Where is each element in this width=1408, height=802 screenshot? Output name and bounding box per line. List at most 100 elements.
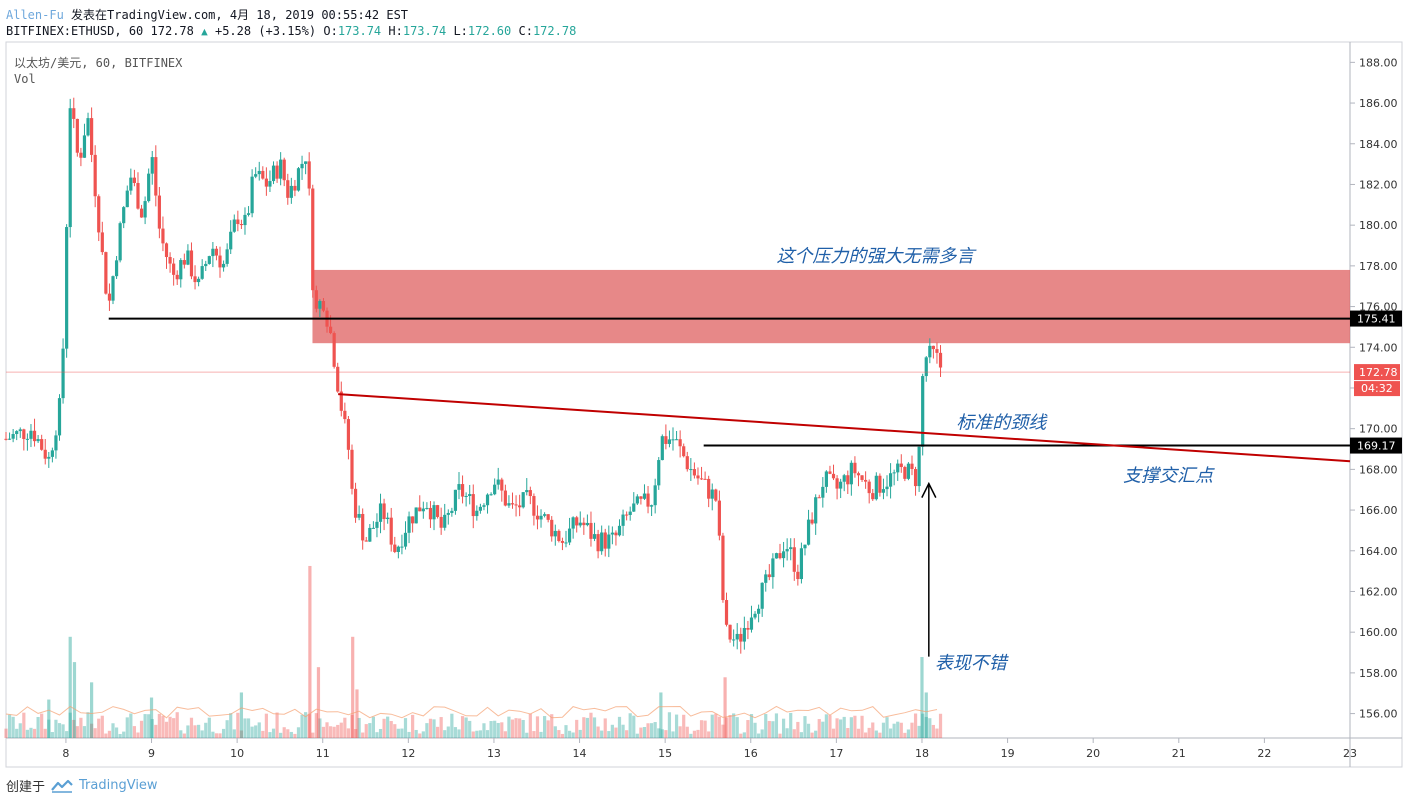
volume-bar <box>343 717 347 738</box>
candle-body <box>225 249 229 264</box>
candle-body <box>885 486 889 490</box>
volume-bar <box>792 729 796 738</box>
candle-body <box>575 517 579 526</box>
candle-body <box>129 177 133 191</box>
candle-body <box>264 178 268 187</box>
candle-body <box>29 430 33 439</box>
x-tick-label: 8 <box>62 747 69 760</box>
candle-body <box>550 519 554 537</box>
candle-body <box>90 118 94 155</box>
volume-bar <box>781 718 786 738</box>
candle-body <box>346 419 351 450</box>
volume-bar <box>835 718 839 738</box>
high-label: H: <box>388 24 403 38</box>
last-price-tag <box>1354 364 1400 381</box>
volume-bar <box>100 715 104 738</box>
candle-body <box>521 492 525 508</box>
candle-body <box>764 574 768 583</box>
volume-bar <box>871 722 875 738</box>
volume-bar <box>935 728 939 738</box>
volume-bar <box>767 720 771 738</box>
volume-bar <box>254 725 258 738</box>
volume-bar <box>179 730 183 738</box>
y-tick-label: 180.00 <box>1359 219 1398 232</box>
volume-bar <box>699 720 704 738</box>
candle-body <box>650 505 654 507</box>
candle-body <box>817 497 821 499</box>
volume-bar <box>739 733 743 738</box>
volume-bar <box>567 730 572 738</box>
volume-bar <box>72 719 76 738</box>
volume-bar <box>906 729 911 738</box>
candle-body <box>275 165 279 179</box>
candle-body <box>282 159 286 181</box>
candle-body <box>407 516 411 533</box>
volume-bar <box>468 720 472 738</box>
candle-body <box>696 475 700 479</box>
volume-bar <box>846 728 850 738</box>
candle-body <box>646 493 650 507</box>
candle-body <box>218 255 222 268</box>
candle-body <box>707 478 711 499</box>
volume-bar <box>796 721 800 738</box>
volume-bar <box>328 726 333 738</box>
candle-body <box>97 196 101 233</box>
candle-body <box>386 517 390 520</box>
candle-body <box>592 534 597 539</box>
candle-body <box>332 333 336 367</box>
volume-bar <box>746 720 750 738</box>
volume-bar <box>11 716 15 738</box>
volume-bar <box>314 713 318 738</box>
candle-body <box>642 493 647 499</box>
volume-bar <box>79 717 83 738</box>
arrow-head-icon <box>921 481 937 498</box>
volume-bar <box>938 713 943 738</box>
volume-bar <box>592 717 597 738</box>
volume-bar <box>221 728 226 738</box>
support-confluence-note[interactable]: 支撑交汇点 <box>1123 466 1215 487</box>
candle-body <box>193 276 197 283</box>
volume-bar <box>389 721 393 738</box>
header-line-2: BITFINEX:ETHUSD, 60 172.78 ▲ +5.28 (+3.1… <box>6 24 576 38</box>
volume-bar <box>896 721 900 738</box>
neckline-trendline[interactable] <box>338 393 1351 463</box>
volume-bar <box>211 731 215 738</box>
volume-bar <box>325 722 329 738</box>
volume-bar <box>853 715 857 738</box>
volume-bar <box>279 732 283 738</box>
volume-bar <box>564 725 568 738</box>
volume-bar <box>136 732 140 738</box>
candle-body <box>485 494 490 506</box>
candle-body <box>154 157 158 196</box>
volume-bar <box>75 726 79 738</box>
candle-body <box>874 475 878 500</box>
candle-body <box>856 473 861 476</box>
candle-body <box>239 224 244 226</box>
volume-bar <box>403 718 408 738</box>
volume-bar <box>164 721 169 738</box>
candle-body <box>125 190 129 208</box>
volume-bar <box>129 713 133 738</box>
author-name[interactable]: Allen-Fu <box>6 8 64 22</box>
volume-bar <box>339 722 343 738</box>
good-performance-note[interactable]: 表现不错 <box>935 653 1010 674</box>
candle-body <box>739 633 743 642</box>
volume-bar <box>15 728 19 738</box>
volume-bar <box>525 732 529 738</box>
candle-body <box>336 366 340 392</box>
tradingview-brand[interactable]: TradingView <box>79 778 158 793</box>
candle-body <box>682 446 686 457</box>
pressure-note[interactable]: 这个压力的强大无需多言 <box>776 246 977 267</box>
candle-body <box>157 195 161 229</box>
candle-body <box>799 548 804 580</box>
volume-bar <box>268 732 272 738</box>
volume-bar <box>411 714 415 738</box>
candle-body <box>924 357 928 377</box>
neckline-note[interactable]: 标准的颈线 <box>956 413 1048 434</box>
volume-bar <box>728 714 732 738</box>
candle-body <box>421 508 425 512</box>
volume-bar <box>250 726 254 738</box>
candle-body <box>86 118 90 136</box>
volume-bar <box>318 718 322 738</box>
